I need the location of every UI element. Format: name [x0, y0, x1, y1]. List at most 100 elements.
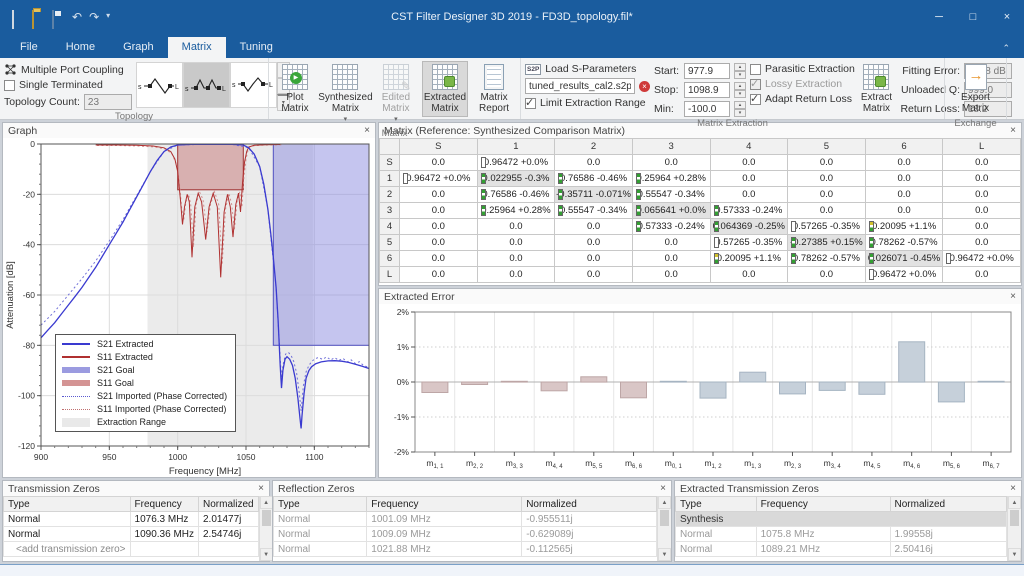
zeros-cell[interactable]: 1001.09 MHz [366, 511, 523, 527]
matrix-cell[interactable]: 0.57333 -0.24% [709, 202, 789, 219]
matrix-cell[interactable]: -0.27385 +0.15% [787, 234, 866, 251]
add-transmission-zero-row[interactable]: <add transmission zero> [3, 541, 131, 557]
redo-icon[interactable]: ↷ [89, 9, 100, 24]
zeros-cell[interactable]: Normal [272, 511, 368, 527]
min-stepper[interactable]: ▴ ▾ [734, 101, 746, 117]
zeros-cell[interactable]: 1089.21 MHz [755, 541, 891, 557]
parasitic-extraction-checkbox[interactable]: Parasitic Extraction [750, 63, 855, 75]
matrix-col-header[interactable]: 6 [864, 138, 944, 155]
zeros-col-header[interactable]: Normalized [198, 496, 259, 512]
matrix-cell[interactable]: 0.0 [787, 186, 866, 203]
scroll-down-icon[interactable]: ▼ [1008, 548, 1021, 561]
adapt-return-loss-checkbox[interactable]: Adapt Return Loss [750, 92, 855, 105]
zeros-cell[interactable]: 1.99558j [889, 526, 1007, 542]
matrix-cell[interactable]: 0.0 [942, 218, 1021, 235]
scroll-down-icon[interactable]: ▼ [259, 548, 273, 561]
matrix-row-header[interactable]: S [379, 154, 400, 171]
tab-tuning[interactable]: Tuning [239, 41, 273, 53]
close-icon[interactable]: × [1010, 290, 1016, 302]
synthesized-matrix-button[interactable]: Synthesized Matrix ▾ [318, 61, 373, 127]
zeros-col-header[interactable]: Frequency [129, 496, 200, 512]
matrix-cell[interactable]: 0.76586 -0.46% [554, 170, 633, 187]
matrix-cell[interactable]: 0.0 [864, 154, 944, 171]
matrix-cell[interactable]: 0.064369 -0.25% [709, 218, 789, 235]
zeros-cell[interactable]: Normal [272, 526, 368, 542]
matrix-row-header[interactable]: 1 [379, 170, 400, 187]
close-icon[interactable]: × [364, 124, 370, 136]
extract-matrix-button[interactable]: Extract Matrix [859, 61, 894, 117]
matrix-cell[interactable]: 0.0 [476, 234, 556, 251]
scroll-thumb[interactable] [660, 510, 669, 526]
zeros-cell[interactable]: 2.54746j [198, 526, 259, 542]
matrix-cell[interactable]: 0.78262 -0.57% [864, 234, 944, 251]
zeros-col-header[interactable]: Frequency [755, 496, 891, 512]
matrix-cell[interactable]: 0.0 [709, 170, 789, 187]
tab-graph[interactable]: Graph [123, 41, 154, 53]
matrix-cell[interactable]: 0.55547 -0.34% [554, 202, 633, 219]
zeros-col-header[interactable]: Normalized [521, 496, 657, 512]
matrix-cell[interactable]: 0.0 [942, 234, 1021, 251]
zeros-cell[interactable]: 1076.3 MHz [129, 511, 200, 527]
zeros-row[interactable]: Normal 1089.21 MHz 2.50416j [675, 541, 1007, 557]
matrix-cell[interactable]: 0.0 [864, 186, 944, 203]
matrix-cell[interactable]: 0.20095 +1.1% [709, 250, 789, 267]
matrix-cell[interactable]: 0.0 [399, 250, 478, 267]
zeros-col-header[interactable]: Normalized [889, 496, 1007, 512]
close-icon[interactable]: × [1010, 124, 1016, 136]
matrix-cell[interactable]: 0.25964 +0.28% [631, 170, 711, 187]
zeros-cell[interactable]: 2.01477j [198, 511, 259, 527]
zeros-cell[interactable]: -0.629089j [521, 526, 657, 542]
matrix-cell[interactable]: 0.0 [942, 154, 1021, 171]
matrix-col-header[interactable]: 3 [631, 138, 711, 155]
matrix-cell[interactable]: 0.96472 +0.0% [476, 154, 556, 171]
tab-home[interactable]: Home [65, 41, 96, 53]
close-button[interactable]: × [1003, 11, 1011, 23]
save-icon[interactable] [52, 9, 65, 29]
matrix-cell[interactable]: 0.0 [399, 234, 478, 251]
zeros-row[interactable]: Normal 1021.88 MHz -0.112565j [272, 541, 657, 557]
matrix-cell[interactable]: 0.0 [942, 266, 1021, 283]
zeros-cell[interactable]: Normal [3, 511, 131, 527]
matrix-cell[interactable]: 0.76586 -0.46% [476, 186, 556, 203]
matrix-cell[interactable]: 0.57333 -0.24% [631, 218, 711, 235]
matrix-cell[interactable]: 0.0 [554, 266, 633, 283]
zeros-row[interactable]: Normal 1090.36 MHz 2.54746j [3, 526, 259, 542]
zeros-col-header[interactable]: Type [3, 496, 131, 512]
zeros-row[interactable]: Normal 1001.09 MHz -0.955511j [272, 511, 657, 527]
close-icon[interactable]: × [258, 482, 264, 494]
zeros-cell[interactable]: 1090.36 MHz [129, 526, 200, 542]
limit-extraction-range-checkbox[interactable]: Limit Extraction Range [525, 96, 650, 109]
matrix-cell[interactable]: 0.25964 +0.28% [476, 202, 556, 219]
matrix-cell[interactable]: 0.0 [476, 218, 556, 235]
matrix-row-header[interactable]: 6 [379, 250, 400, 267]
matrix-cell[interactable]: 0.96472 +0.0% [864, 266, 944, 283]
matrix-cell[interactable]: 0.55547 -0.34% [631, 186, 711, 203]
matrix-cell[interactable]: 0.0 [399, 266, 478, 283]
matrix-cell[interactable]: 0.0 [631, 234, 711, 251]
new-document-icon[interactable] [12, 9, 25, 29]
matrix-row-header[interactable]: L [379, 266, 400, 283]
zeros-cell[interactable]: 1021.88 MHz [366, 541, 523, 557]
matrix-cell[interactable]: 0.57265 -0.35% [709, 234, 789, 251]
zeros-cell[interactable]: 1075.8 MHz [755, 526, 891, 542]
matrix-cell[interactable]: 0.0 [631, 266, 711, 283]
stop-stepper[interactable]: ▴ ▾ [734, 82, 746, 98]
matrix-cell[interactable]: 0.0 [399, 186, 478, 203]
matrix-cell[interactable]: 0.0 [787, 170, 866, 187]
matrix-cell[interactable]: 0.0 [709, 154, 789, 171]
zeros-col-header[interactable]: Frequency [366, 496, 523, 512]
checkbox-icon[interactable] [525, 96, 536, 109]
matrix-cell[interactable]: 0.0 [554, 234, 633, 251]
matrix-row-header[interactable]: 4 [379, 218, 400, 235]
matrix-row-header[interactable]: 2 [379, 186, 400, 203]
start-field[interactable] [684, 63, 730, 79]
zeros-cell[interactable]: -0.112565j [521, 541, 657, 557]
matrix-col-header[interactable]: L [942, 138, 1021, 155]
matrix-col-header[interactable]: S [399, 138, 478, 155]
scroll-down-icon[interactable]: ▼ [658, 548, 671, 561]
matrix-cell[interactable]: 0.0 [554, 218, 633, 235]
load-sparameters-button[interactable]: S2P Load S-Parameters [525, 63, 650, 75]
zeros-cell[interactable]: 1009.09 MHz [366, 526, 523, 542]
